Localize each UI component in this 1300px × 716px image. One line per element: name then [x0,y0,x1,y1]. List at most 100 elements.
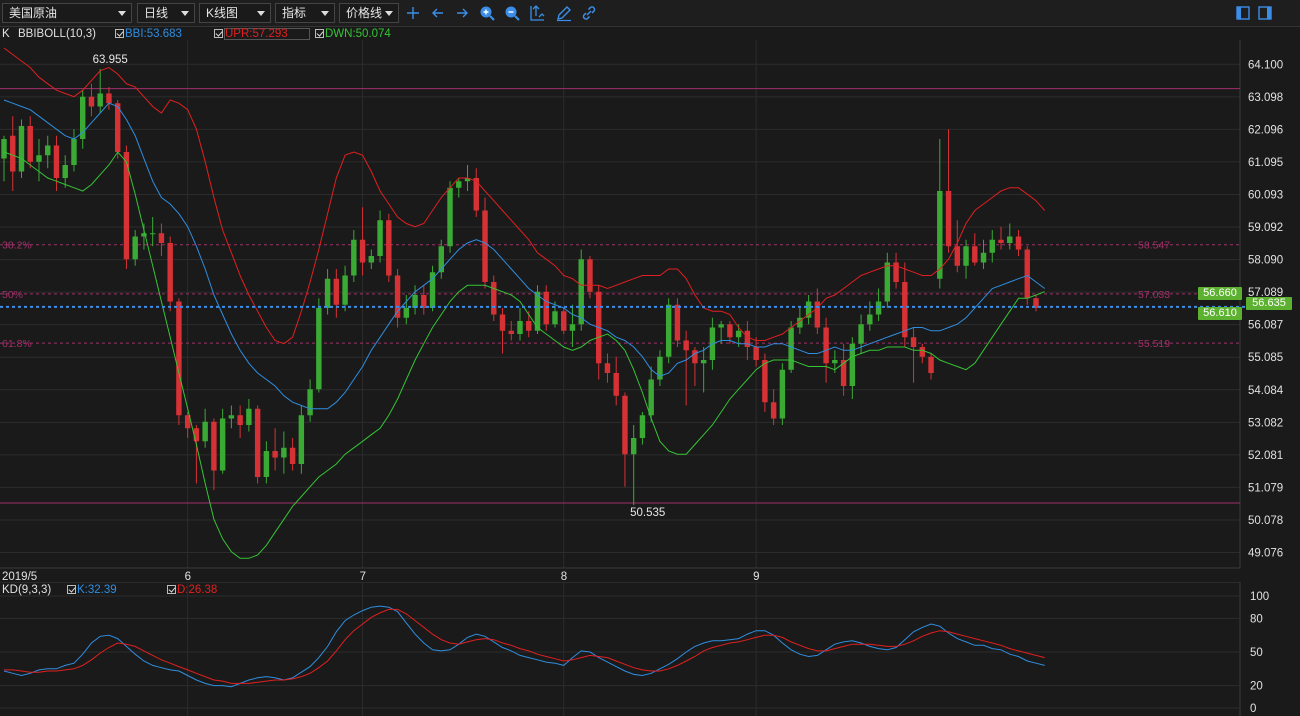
price-tick-label: 57.089 [1248,287,1283,299]
candle-body [88,96,95,107]
pencil-icon[interactable] [555,4,573,22]
candle-body [788,327,794,370]
price-tick-label: 63.098 [1248,92,1283,104]
candle-body [622,395,628,455]
price-line-select[interactable]: 价格线 [339,3,399,23]
price-tick-label: 50.078 [1248,515,1283,527]
candle-body [464,178,471,182]
kd-chart[interactable]: 100 80 50 20 0 [0,582,1300,716]
toolbar: 美国原油 日线 K线图 指标 价格线 [0,0,1300,27]
candle-body [53,145,60,178]
candle-body [727,324,733,338]
candle-body [665,304,672,357]
time-tick-label: 6 [185,571,191,582]
time-axis: 2019/5 6 7 8 9 [2,571,760,582]
candle-body [910,337,917,347]
price-tick-label: 64.100 [1248,59,1283,71]
candle-body [1015,236,1022,250]
candle-body [27,126,33,162]
fib-label: 61.8% [2,338,32,350]
candle-body [797,317,803,328]
legend-upr-value: UPR:57.293 [224,28,310,40]
arrow-left-icon[interactable] [429,4,447,22]
candle-body [832,360,838,364]
price-tick-label: 51.079 [1248,482,1283,494]
bbi-checkbox[interactable] [115,29,124,38]
layout-right-icon[interactable] [1256,4,1274,22]
candle-body [700,360,707,364]
fib-label: 38.2% [2,240,32,252]
candle-body [167,243,173,302]
candle-body [429,272,436,308]
candle-body [683,340,689,351]
candle-body [482,210,488,282]
candle-body [937,191,943,279]
d-checkbox[interactable] [167,585,176,594]
indicators-select[interactable]: 指标 [275,3,335,23]
arrow-right-icon[interactable] [453,4,471,22]
candle-body [97,93,103,107]
period-select[interactable]: 日线 [137,3,195,23]
candle-body [123,152,130,260]
main-grid [0,40,1241,569]
chevron-down-icon [385,11,393,16]
candle-body [884,262,891,302]
candle-body [499,314,506,331]
symbol-select[interactable]: 美国原油 [2,3,132,23]
upr-line [3,47,1046,345]
price-tick-label: 55.085 [1248,352,1283,364]
link-icon[interactable] [580,4,598,22]
fib-value: 58.547 [1138,240,1170,252]
chevron-down-icon [181,11,189,16]
candle-body [316,308,322,390]
zoom-in-icon[interactable] [478,4,496,22]
candle-body [132,236,138,260]
candle-body [403,308,410,318]
candle-body [569,324,576,331]
price-tick-label: 62.096 [1248,124,1283,136]
chevron-down-icon [321,11,329,16]
candle-body [718,324,724,328]
chart-type-select[interactable]: K线图 [199,3,271,23]
kd-tick-label: 20 [1250,681,1263,693]
dwn-checkbox[interactable] [315,29,324,38]
fib-label: 50% [2,289,23,301]
candle-body [945,191,952,247]
candle-body [893,262,899,282]
candle-body [648,379,654,416]
price-tick-label: 60.093 [1248,189,1283,201]
measure-icon[interactable] [528,4,546,22]
candle-body [71,139,77,165]
candle-body [333,278,340,305]
candle-body [613,373,619,396]
candle-body [219,418,226,471]
k-checkbox[interactable] [67,585,76,594]
bbi-line [3,99,1045,410]
candle-body [368,256,375,263]
time-tick-label: 2019/5 [2,571,37,582]
fib-value: 57.033 [1138,289,1170,301]
candle-body [272,451,278,458]
candle-body [630,438,637,455]
candle-body [254,408,261,477]
candle-body [10,135,16,172]
kd-d-value: D:26.38 [177,584,218,596]
crosshair-icon[interactable] [404,4,422,22]
price-tick-label: 56.087 [1248,320,1283,332]
price-axis: 64.100 63.098 62.096 61.095 60.093 59.092 58.0… [1248,59,1284,559]
layout-left-icon[interactable] [1234,4,1252,22]
price-tag-lower: 56.610 [1198,307,1242,320]
candle-body [972,246,978,263]
price-tick-label: 61.095 [1248,157,1283,169]
upr-checkbox[interactable] [214,29,223,38]
candle-body [744,330,751,347]
candle-body [211,421,217,471]
candle-body [928,356,934,373]
candle-body [954,246,960,266]
zoom-out-icon[interactable] [503,4,521,22]
price-tick-label: 58.090 [1248,255,1283,267]
candle-body [998,239,1004,243]
candle-body [963,246,969,266]
candle-body [114,103,121,152]
